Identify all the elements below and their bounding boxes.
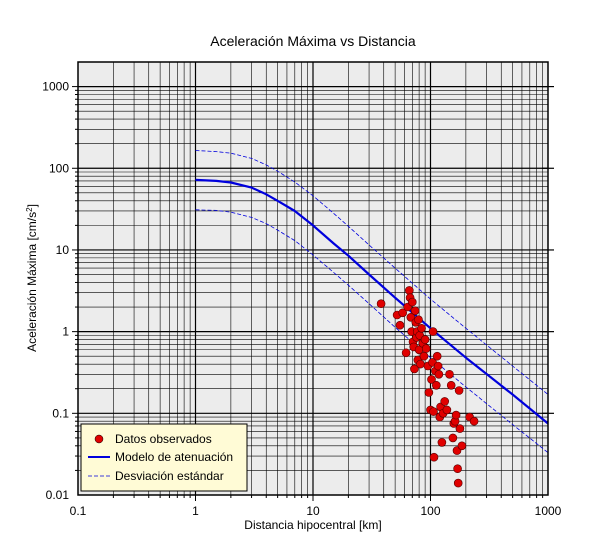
observed-data-point	[440, 397, 450, 406]
x-tick-label: 10	[306, 504, 320, 518]
observed-data-point	[437, 438, 447, 447]
observed-data-point	[410, 306, 420, 316]
x-tick-label: 0.1	[70, 504, 87, 518]
legend: Datos observados Modelo de atenuación De…	[80, 423, 248, 492]
y-tick-label: 10	[56, 243, 70, 257]
observed-data-point	[469, 416, 479, 426]
observed-data-point	[445, 369, 454, 379]
observed-data-point	[427, 375, 436, 384]
observed-data-point	[453, 464, 462, 474]
y-tick-label: 1	[62, 325, 69, 339]
grid-major	[78, 62, 548, 495]
legend-label-deviation: Desviación estándar	[115, 469, 224, 483]
y-axis-label: Aceleración Máxima [cm/s2]	[25, 204, 40, 352]
observed-data-point	[429, 407, 438, 416]
observed-data-point	[376, 299, 386, 309]
observed-data-point	[429, 452, 439, 462]
observed-data-point	[442, 405, 452, 415]
observed-data-point	[454, 386, 464, 395]
y-axis-label-tail: ]	[25, 204, 39, 207]
observed-data-point	[446, 380, 456, 390]
observed-data-point	[417, 323, 426, 333]
observed-data-point	[414, 315, 423, 325]
legend-label-model: Modelo de atenuación	[115, 450, 233, 464]
observed-data-point	[457, 441, 467, 451]
x-axis-label: Distancia hipocentral [km]	[244, 518, 381, 532]
observed-data-point	[432, 351, 442, 361]
observed-data-point	[395, 320, 405, 330]
std-dev-upper-line	[195, 150, 549, 395]
x-tick-labels: 0.1 1 10 100 1000	[70, 504, 562, 518]
series-points	[376, 286, 479, 488]
y-tick-labels: 0.01 0.1 1 10 100 1000	[42, 80, 69, 502]
y-tick-label: 0.01	[46, 488, 70, 502]
observed-data-point	[455, 424, 465, 433]
y-tick-label: 100	[49, 161, 69, 175]
observed-data-point	[451, 410, 461, 420]
chart-title: Aceleración Máxima vs Distancia	[210, 33, 416, 49]
x-tick-label: 1000	[535, 504, 562, 518]
observed-data-point	[404, 286, 414, 295]
legend-marker-observed	[94, 434, 104, 444]
x-tick-label: 100	[420, 504, 440, 518]
legend-label-observed: Datos observados	[115, 432, 212, 446]
observed-data-point	[448, 433, 458, 443]
observed-data-point	[434, 369, 444, 379]
plot-frame	[77, 61, 549, 496]
y-axis-label-main: Aceleración Máxima [cm/s	[25, 212, 39, 352]
observed-data-point	[398, 308, 408, 318]
y-tick-label: 1000	[42, 80, 69, 94]
observed-data-point	[410, 364, 419, 374]
observed-data-point	[433, 361, 443, 371]
attenuation-model-line	[195, 178, 549, 425]
x-tick-label: 1	[192, 504, 199, 518]
observed-data-point	[431, 380, 441, 390]
y-tick-label: 0.1	[52, 406, 69, 420]
observed-data-point	[419, 351, 429, 361]
observed-data-point	[407, 297, 417, 307]
observed-data-point	[424, 388, 434, 397]
observed-data-point	[401, 348, 411, 358]
observed-data-point	[428, 327, 438, 336]
observed-data-point	[420, 335, 430, 344]
observed-data-point	[421, 344, 431, 353]
y-axis-label-superscript: 2	[25, 207, 34, 212]
observed-data-point	[416, 359, 425, 369]
observed-data-point	[453, 478, 463, 488]
